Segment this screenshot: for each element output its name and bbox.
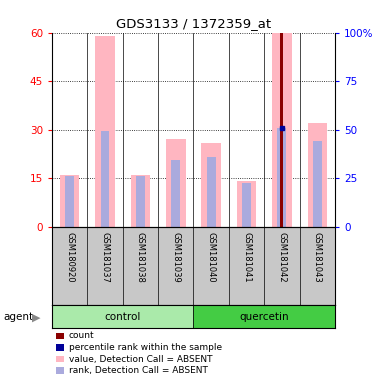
Text: quercetin: quercetin [239, 312, 289, 322]
Bar [171, 160, 180, 227]
Bar [280, 33, 283, 227]
Bar [136, 177, 145, 227]
Text: GSM181040: GSM181040 [207, 232, 216, 283]
Text: GSM181038: GSM181038 [136, 232, 145, 283]
Bar [237, 181, 256, 227]
Bar [166, 139, 186, 227]
Text: agent: agent [4, 312, 34, 322]
Text: count: count [69, 331, 95, 341]
Text: percentile rank within the sample: percentile rank within the sample [69, 343, 222, 352]
Bar [308, 123, 327, 227]
Text: GSM181037: GSM181037 [100, 232, 110, 283]
Title: GDS3133 / 1372359_at: GDS3133 / 1372359_at [116, 17, 271, 30]
Bar [242, 183, 251, 227]
Text: value, Detection Call = ABSENT: value, Detection Call = ABSENT [69, 354, 213, 364]
Text: GSM181041: GSM181041 [242, 232, 251, 283]
Bar [193, 305, 335, 328]
Bar [65, 177, 74, 227]
Bar [201, 142, 221, 227]
Bar [272, 33, 291, 227]
Bar [100, 131, 109, 227]
Bar [131, 175, 150, 227]
Bar [278, 128, 286, 227]
Text: GSM181042: GSM181042 [277, 232, 286, 283]
Text: GSM180920: GSM180920 [65, 232, 74, 283]
Bar [95, 36, 115, 227]
Text: GSM181043: GSM181043 [313, 232, 322, 283]
Text: GSM181039: GSM181039 [171, 232, 180, 283]
Bar [52, 305, 193, 328]
Bar [60, 175, 79, 227]
Text: rank, Detection Call = ABSENT: rank, Detection Call = ABSENT [69, 366, 208, 375]
Text: control: control [105, 312, 141, 322]
Text: ▶: ▶ [32, 312, 40, 322]
Bar [313, 141, 322, 227]
Bar [207, 157, 216, 227]
